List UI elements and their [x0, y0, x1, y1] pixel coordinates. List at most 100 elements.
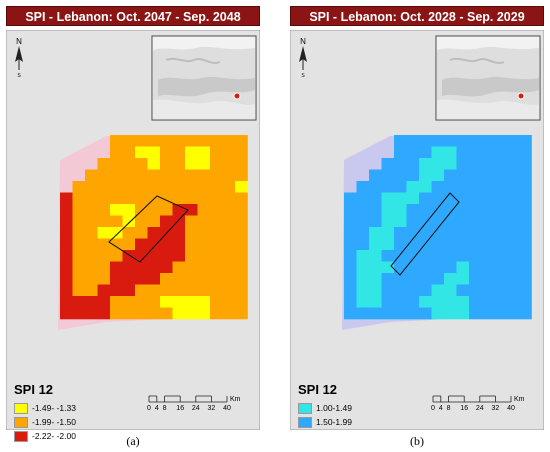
- spi-raster-grid: [342, 135, 532, 330]
- raster-cell: [122, 296, 136, 308]
- raster-cell: [431, 261, 445, 274]
- raster-cell: [444, 273, 457, 285]
- raster-cell: [147, 227, 161, 239]
- raster-cell: [494, 261, 507, 274]
- raster-cell: [185, 158, 198, 170]
- raster-cell: [122, 135, 136, 147]
- raster-cell: [469, 135, 482, 147]
- raster-cell: [519, 250, 532, 262]
- raster-cell: [197, 296, 211, 308]
- raster-cell: [494, 307, 507, 320]
- raster-cell: [222, 261, 236, 274]
- scale-bar-unit: Km: [230, 396, 241, 403]
- raster-cell: [147, 296, 161, 308]
- raster-cell: [122, 146, 136, 159]
- raster-cell: [444, 204, 457, 216]
- raster-cell: [481, 284, 495, 297]
- raster-cell: [110, 250, 123, 262]
- raster-cell: [344, 192, 357, 205]
- raster-cell: [85, 227, 98, 239]
- raster-cell: [135, 273, 148, 285]
- raster-cell: [135, 307, 148, 320]
- raster-cell: [406, 307, 420, 320]
- raster-cell: [481, 169, 495, 182]
- raster-cell: [185, 192, 198, 205]
- raster-cell: [481, 238, 495, 251]
- raster-cell: [456, 181, 470, 193]
- raster-cell: [160, 215, 173, 228]
- raster-cell: [160, 307, 173, 320]
- raster-cell: [369, 215, 382, 228]
- raster-cell: [197, 250, 211, 262]
- raster-cell: [135, 158, 148, 170]
- raster-cell: [122, 227, 136, 239]
- raster-cell: [222, 158, 236, 170]
- raster-cell: [60, 238, 73, 251]
- raster-cell: [185, 181, 198, 193]
- legend-swatch: [298, 416, 312, 428]
- raster-cell: [222, 169, 236, 182]
- raster-cell: [210, 146, 223, 159]
- raster-cell: [394, 307, 407, 320]
- raster-cell: [185, 215, 198, 228]
- scale-bar-label: 40: [507, 405, 515, 412]
- raster-cell: [185, 284, 198, 297]
- raster-cell: [381, 307, 395, 320]
- raster-cell: [431, 250, 445, 262]
- raster-cell: [419, 261, 432, 274]
- scale-bar-label: 16: [176, 405, 184, 412]
- raster-cell: [456, 135, 470, 147]
- raster-cell: [122, 307, 136, 320]
- raster-cell: [85, 250, 98, 262]
- raster-cell: [406, 284, 420, 297]
- raster-cell: [431, 158, 445, 170]
- raster-cell: [85, 284, 98, 297]
- raster-cell: [394, 192, 407, 205]
- raster-cell: [147, 215, 161, 228]
- legend-item: 1.50-1.99: [298, 416, 352, 428]
- raster-cell: [235, 307, 248, 320]
- raster-cell: [406, 238, 420, 251]
- raster-cell: [172, 204, 186, 216]
- map-canvas: N S 0 4 8 16 24 32 40 Km: [6, 30, 260, 430]
- raster-cell: [519, 192, 532, 205]
- raster-cell: [419, 284, 432, 297]
- raster-cell: [469, 181, 482, 193]
- raster-cell: [394, 181, 407, 193]
- raster-cell: [356, 261, 370, 274]
- raster-cell: [494, 169, 507, 182]
- raster-cell: [60, 261, 73, 274]
- raster-cell: [85, 273, 98, 285]
- raster-cell: [97, 296, 111, 308]
- raster-cell: [381, 158, 395, 170]
- panel-b: SPI - Lebanon: Oct. 2028 - Sep. 2029 N S: [286, 0, 548, 452]
- raster-cell: [419, 204, 432, 216]
- raster-cell: [85, 296, 98, 308]
- raster-cell: [444, 215, 457, 228]
- raster-cell: [197, 261, 211, 274]
- raster-cell: [147, 284, 161, 297]
- svg-text:S: S: [301, 73, 305, 79]
- raster-cell: [519, 227, 532, 239]
- raster-cell: [172, 146, 186, 159]
- raster-cell: [444, 296, 457, 308]
- raster-cell: [394, 158, 407, 170]
- raster-cell: [172, 261, 186, 274]
- raster-cell: [135, 169, 148, 182]
- raster-cell: [519, 215, 532, 228]
- raster-cell: [344, 307, 357, 320]
- raster-cell: [97, 181, 111, 193]
- raster-cell: [469, 273, 482, 285]
- raster-cell: [110, 261, 123, 274]
- raster-cell: [519, 238, 532, 251]
- raster-cell: [135, 227, 148, 239]
- raster-cell: [456, 169, 470, 182]
- raster-cell: [481, 135, 495, 147]
- raster-cell: [197, 227, 211, 239]
- raster-cell: [147, 181, 161, 193]
- raster-cell: [160, 181, 173, 193]
- raster-cell: [110, 227, 123, 239]
- raster-cell: [97, 284, 111, 297]
- raster-cell: [147, 261, 161, 274]
- raster-cell: [406, 261, 420, 274]
